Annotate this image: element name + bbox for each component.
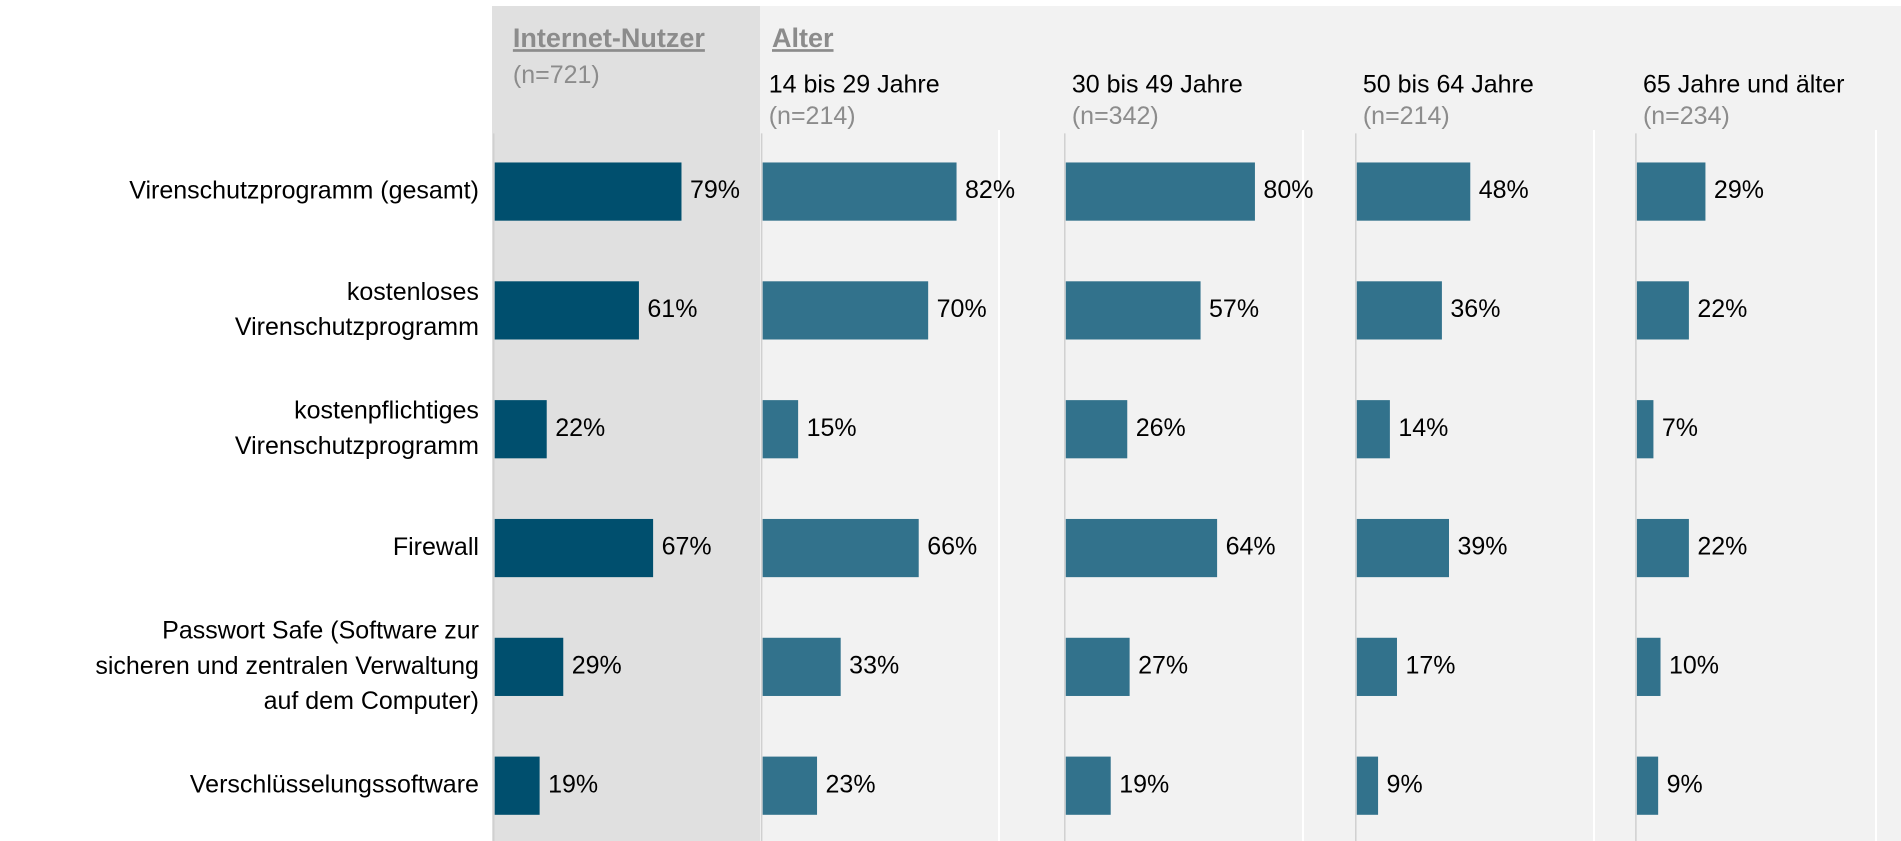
series-name: 65 Jahre und älter [1643,71,1845,99]
value-label: 9% [1387,770,1423,798]
value-label: 10% [1669,651,1719,679]
value-label: 80% [1263,176,1313,204]
bar [1636,162,1706,221]
value-label: 23% [826,770,876,798]
bar [1356,400,1390,459]
bar [1356,637,1397,696]
series-n: (n=234) [1643,102,1730,130]
bar [494,281,639,340]
bar [762,400,799,459]
bar [1065,400,1128,459]
category-label: Passwort Safe (Software zur sicheren und … [95,616,479,714]
separators [998,130,1877,841]
bar [494,637,564,696]
value-label: 29% [572,651,622,679]
bar [1065,518,1218,578]
group-label: Alter [772,23,834,53]
value-label: 9% [1667,770,1703,798]
series-n: (n=342) [1072,102,1159,130]
category-label: Virenschutzprogramm (gesamt) [129,176,479,204]
bar [1636,637,1661,696]
value-label: 79% [690,176,740,204]
value-label: 82% [965,176,1015,204]
value-label: 22% [1697,533,1747,561]
value-label: 57% [1209,295,1259,323]
bar [1356,281,1442,340]
bar [1356,162,1471,221]
bar [1636,400,1654,459]
bar [762,637,841,696]
value-label: 14% [1398,414,1448,442]
series-name: 30 bis 49 Jahre [1072,71,1243,99]
value-label: 7% [1662,414,1698,442]
series-name: 50 bis 64 Jahre [1363,71,1534,99]
value-label: 27% [1138,651,1188,679]
value-label: 36% [1450,295,1500,323]
series-name: 14 bis 29 Jahre [769,71,940,99]
series-name: Internet-Nutzer [513,23,705,53]
bar [494,162,682,221]
category-label: Verschlüsselungssoftware [190,770,479,798]
bar [1356,518,1449,578]
value-label: 17% [1405,651,1455,679]
bar [1636,756,1659,815]
bar [762,518,919,578]
bar [762,281,929,340]
value-label: 19% [548,770,598,798]
bar [494,756,540,815]
bar [1065,281,1201,340]
category-label: Firewall [393,533,479,561]
value-label: 22% [555,414,605,442]
value-label: 15% [807,414,857,442]
bar [1636,281,1689,340]
category-label: kostenloses Virenschutzprogramm [235,277,479,340]
value-label: 64% [1226,533,1276,561]
bar [494,518,654,578]
bar [762,756,818,815]
value-label: 33% [849,651,899,679]
value-label: 22% [1697,295,1747,323]
value-label: 26% [1136,414,1186,442]
bar [494,400,547,459]
bar [1356,756,1379,815]
value-label: 66% [927,533,977,561]
bar [762,162,957,221]
value-label: 61% [647,295,697,323]
age-panel-bg [760,6,1901,841]
series-n: (n=214) [1363,102,1450,130]
series-n: (n=214) [769,102,856,130]
series-n: (n=721) [513,61,600,89]
bar [1065,756,1111,815]
bar [1065,637,1130,696]
value-label: 67% [662,533,712,561]
category-label: kostenpflichtiges Virenschutzprogramm [235,396,479,459]
value-label: 39% [1457,533,1507,561]
value-label: 19% [1119,770,1169,798]
bar [1065,162,1255,221]
value-label: 29% [1714,176,1764,204]
bar [1636,518,1689,578]
value-label: 48% [1479,176,1529,204]
value-label: 70% [937,295,987,323]
